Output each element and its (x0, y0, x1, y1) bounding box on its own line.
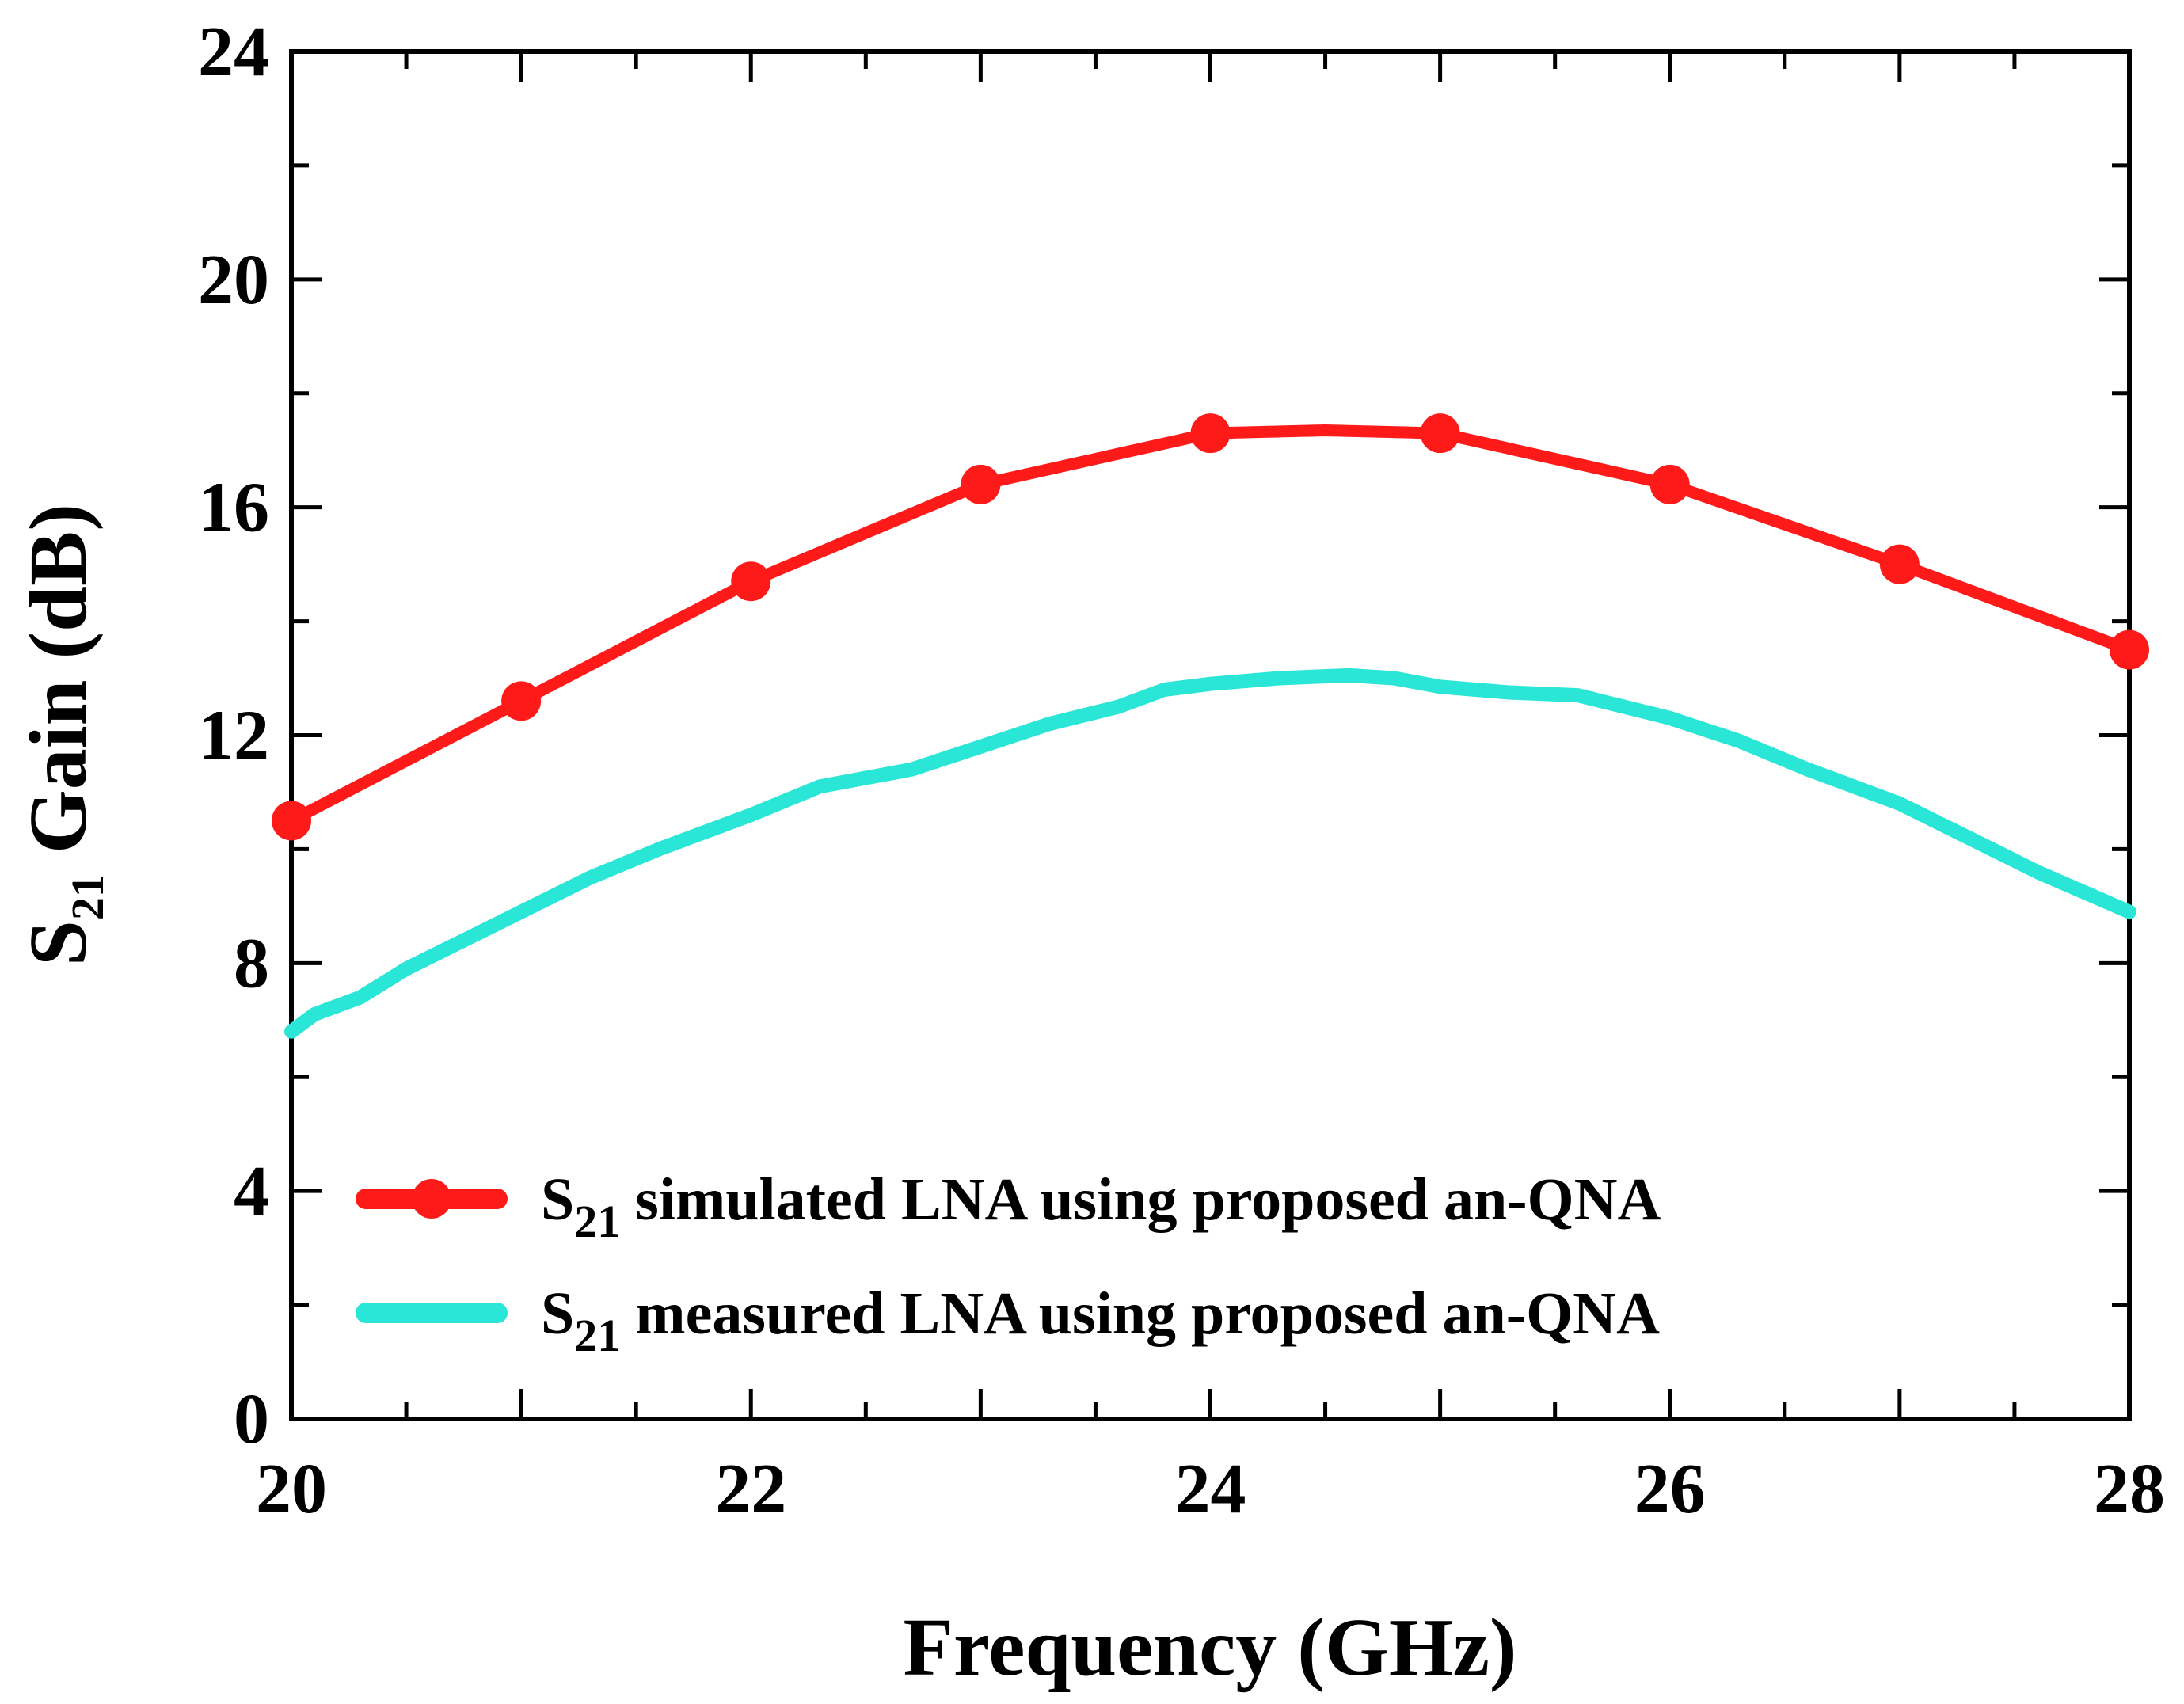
legend-item-measured: S21 measured LNA using proposed an-QNA (356, 1280, 1660, 1361)
x-tick-label: 24 (1175, 1450, 1246, 1528)
y-tick-label: 8 (234, 924, 269, 1002)
y-axis-title-rest: Gain (dB) (13, 504, 104, 874)
y-axis-title-subscript: 21 (62, 874, 113, 920)
data-point-simulated (1649, 464, 1690, 504)
plot-area (272, 49, 2149, 1421)
data-point-simulated (1879, 544, 1920, 584)
data-point-simulated (961, 464, 1001, 504)
legend-item-simulated: S21 simulated LNA using proposed an-QNA (356, 1166, 1661, 1247)
y-tick-label: 16 (198, 469, 269, 547)
legend-label-measured: S21 measured LNA using proposed an-QNA (541, 1280, 1660, 1361)
data-point-simulated (272, 801, 311, 841)
axis-ticks (291, 51, 2129, 1419)
legend-label-simulated-s: S (541, 1166, 574, 1233)
legend-label-simulated-rest: simulated LNA using proposed an-QNA (620, 1166, 1661, 1233)
series-line-simulated (285, 424, 2136, 827)
legend-label-measured-subscript: 21 (574, 1310, 620, 1361)
legend-label-simulated: S21 simulated LNA using proposed an-QNA (541, 1166, 1661, 1247)
y-tick-label: 4 (234, 1152, 269, 1230)
x-tick-label: 20 (256, 1450, 327, 1528)
series-layer (272, 413, 2149, 1039)
y-tick-label: 24 (198, 13, 269, 91)
x-tick-labels: 20 22 24 26 28 (256, 1450, 2165, 1528)
x-tick-label: 26 (1634, 1450, 1706, 1528)
data-point-simulated (1190, 413, 1231, 454)
series-line-measured (284, 668, 2136, 1039)
y-tick-label: 12 (198, 697, 269, 775)
y-axis-title: S21 Gain (dB) (13, 504, 113, 966)
y-axis-title-s: S (13, 920, 104, 966)
x-axis-title: Frequency (GHz) (903, 1602, 1516, 1693)
y-tick-label: 20 (198, 241, 269, 319)
legend-label-measured-s: S (541, 1280, 574, 1347)
x-tick-label: 28 (2094, 1450, 2165, 1528)
y-tick-label: 0 (234, 1380, 269, 1459)
legend-label-simulated-subscript: 21 (574, 1196, 620, 1247)
data-point-simulated (501, 681, 542, 721)
x-tick-label: 22 (715, 1450, 786, 1528)
data-point-simulated (1420, 413, 1460, 454)
legend-label-measured-rest: measured LNA using proposed an-QNA (620, 1280, 1660, 1347)
data-point-simulated (2110, 629, 2149, 670)
y-tick-labels: 0 4 8 12 16 20 24 (198, 13, 269, 1459)
legend-marker-simulated (412, 1179, 451, 1219)
legend: S21 simulated LNA using proposed an-QNA … (356, 1166, 1661, 1361)
data-point-simulated (731, 561, 771, 602)
